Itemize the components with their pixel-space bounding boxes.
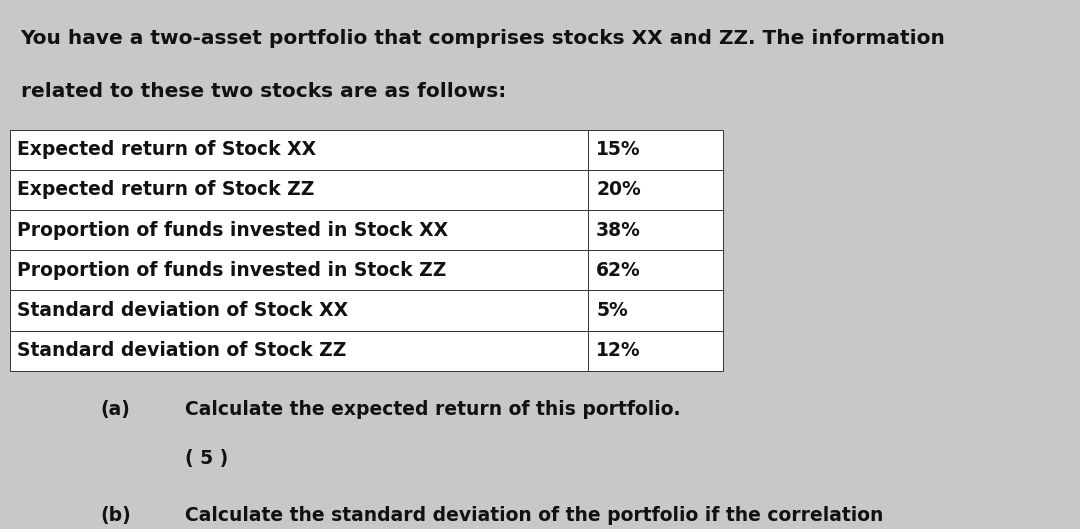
Bar — [10, 290, 588, 331]
Text: Expected return of Stock XX: Expected return of Stock XX — [17, 140, 316, 159]
Text: 15%: 15% — [596, 140, 640, 159]
Text: 62%: 62% — [596, 261, 640, 280]
Bar — [10, 250, 588, 290]
Bar — [10, 210, 588, 250]
Text: 5%: 5% — [596, 301, 627, 320]
Text: ( 5 ): ( 5 ) — [185, 449, 228, 468]
Text: Standard deviation of Stock ZZ: Standard deviation of Stock ZZ — [17, 341, 347, 360]
Bar — [588, 210, 723, 250]
Text: (b): (b) — [100, 506, 131, 525]
Bar — [588, 331, 723, 371]
Text: 20%: 20% — [596, 180, 640, 199]
Text: related to these two stocks are as follows:: related to these two stocks are as follo… — [21, 82, 505, 101]
Text: Calculate the expected return of this portfolio.: Calculate the expected return of this po… — [185, 400, 680, 419]
Bar — [588, 250, 723, 290]
Bar — [588, 290, 723, 331]
Bar — [10, 170, 588, 210]
Text: You have a two-asset portfolio that comprises stocks XX and ZZ. The information: You have a two-asset portfolio that comp… — [21, 29, 945, 48]
Text: Proportion of funds invested in Stock XX: Proportion of funds invested in Stock XX — [17, 221, 448, 240]
Text: Proportion of funds invested in Stock ZZ: Proportion of funds invested in Stock ZZ — [17, 261, 447, 280]
Bar — [588, 170, 723, 210]
Text: Calculate the standard deviation of the portfolio if the correlation: Calculate the standard deviation of the … — [185, 506, 883, 525]
Text: Expected return of Stock ZZ: Expected return of Stock ZZ — [17, 180, 314, 199]
Text: (a): (a) — [100, 400, 131, 419]
Bar — [10, 130, 588, 170]
Text: 12%: 12% — [596, 341, 640, 360]
Bar — [588, 130, 723, 170]
Bar — [10, 331, 588, 371]
Text: 38%: 38% — [596, 221, 642, 240]
Text: Standard deviation of Stock XX: Standard deviation of Stock XX — [17, 301, 349, 320]
